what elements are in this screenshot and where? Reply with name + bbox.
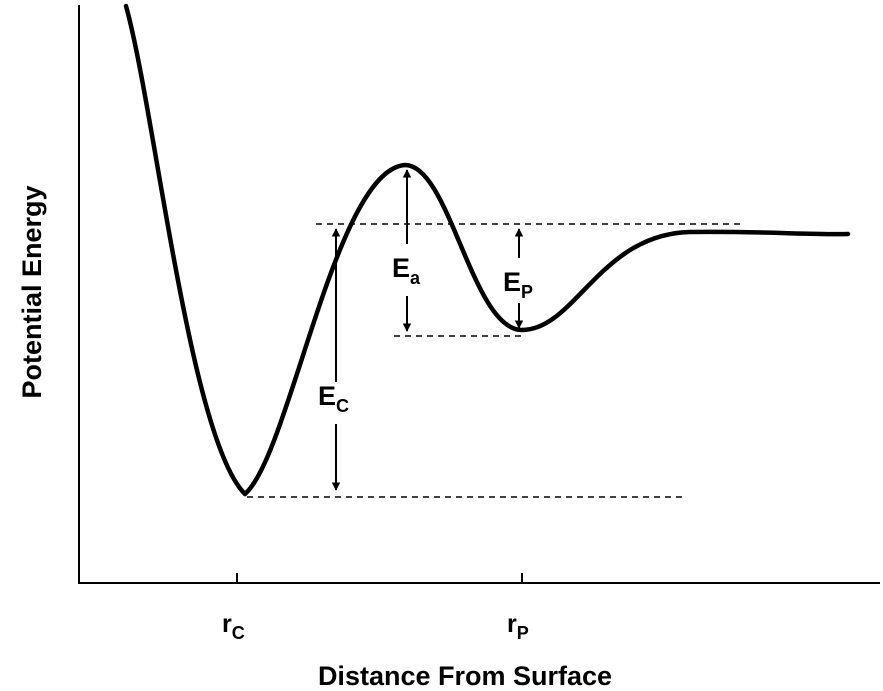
x-axis-title: Distance From Surface	[318, 661, 612, 691]
activation-energy-label-sub: a	[410, 268, 421, 288]
x-tick-label-rp-main: r	[507, 610, 517, 638]
activation-energy-label-main: E	[392, 253, 410, 283]
x-tick-label-rc: rC	[222, 610, 245, 643]
chemisorption-energy-label-sub: C	[336, 396, 349, 416]
physisorption-energy-label-main: E	[503, 267, 521, 297]
x-tick-label-rc-main: r	[222, 610, 232, 638]
y-axis-title: Potential Energy	[17, 185, 47, 398]
chemisorption-energy-label-main: E	[318, 381, 336, 411]
physisorption-energy-label: EP	[503, 267, 533, 302]
physisorption-energy-label-sub: P	[521, 282, 533, 302]
x-tick-label-rp-sub: P	[517, 623, 529, 643]
x-tick-label-rc-sub: C	[232, 623, 245, 643]
potential-energy-curve	[123, 3, 851, 497]
activation-energy-label: Ea	[392, 253, 421, 288]
chemisorption-energy-label: EC	[318, 381, 349, 416]
x-tick-label-rp: rP	[507, 610, 529, 643]
